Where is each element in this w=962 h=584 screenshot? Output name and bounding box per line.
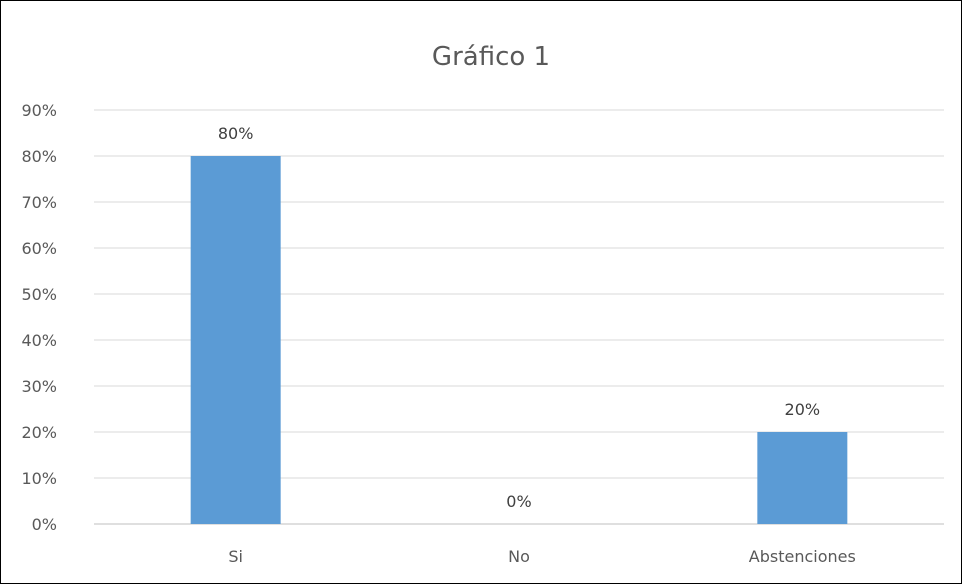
data-label: 20%: [785, 400, 821, 419]
bars: [190, 156, 848, 524]
x-tick-label: No: [508, 547, 530, 566]
data-labels: 80% 0% 20%: [218, 124, 820, 511]
y-tick-label: 20%: [21, 423, 57, 442]
chart-title: Gráfico 1: [432, 42, 550, 72]
bar: [190, 156, 281, 524]
bar: [757, 432, 848, 524]
x-tick-label: Abstenciones: [749, 547, 856, 566]
y-tick-label: 40%: [21, 331, 57, 350]
y-tick-label: 10%: [21, 469, 57, 488]
data-label: 0%: [506, 492, 531, 511]
y-tick-label: 70%: [21, 193, 57, 212]
y-tick-label: 90%: [21, 101, 57, 120]
y-tick-label: 80%: [21, 147, 57, 166]
y-tick-label: 0%: [32, 515, 57, 534]
data-label: 80%: [218, 124, 254, 143]
y-axis-ticks: 0% 10% 20% 30% 40% 50% 60% 70% 80% 90%: [21, 101, 57, 534]
y-tick-label: 50%: [21, 285, 57, 304]
x-tick-label: Si: [228, 547, 243, 566]
x-axis-ticks: Si No Abstenciones: [228, 547, 855, 566]
y-tick-label: 30%: [21, 377, 57, 396]
y-tick-label: 60%: [21, 239, 57, 258]
